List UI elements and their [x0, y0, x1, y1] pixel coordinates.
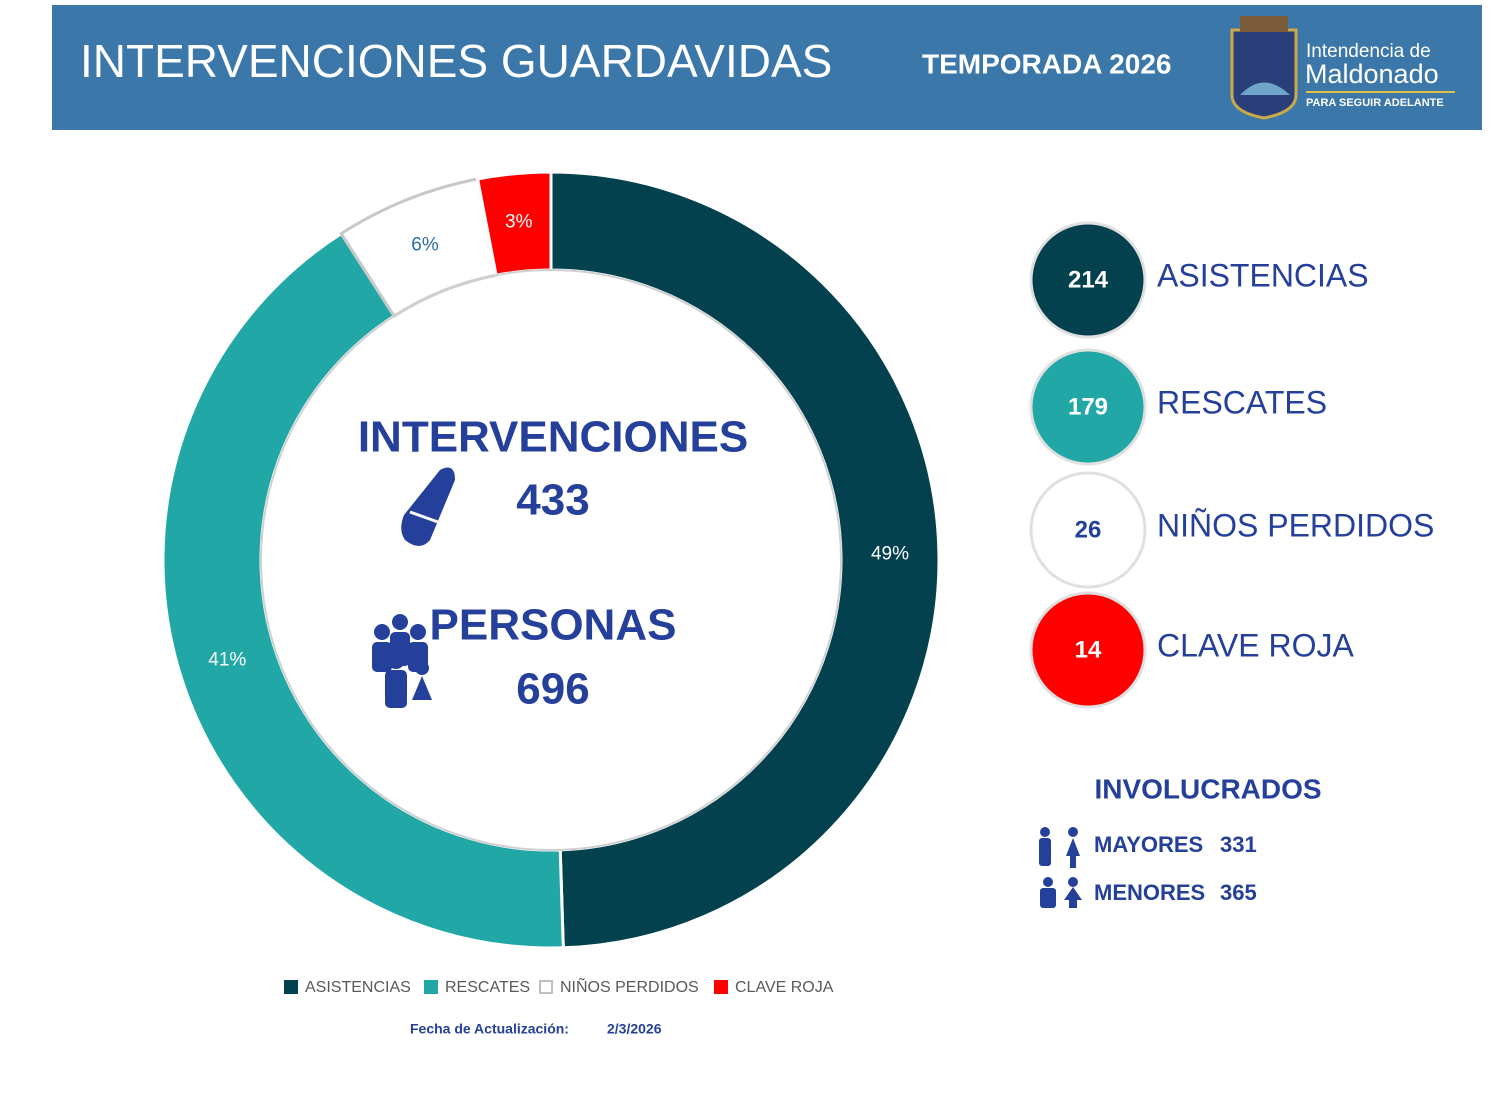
summary-label: CLAVE ROJA: [1157, 627, 1354, 663]
summary-circle: [1029, 221, 1147, 339]
summary-circle: [1029, 471, 1147, 589]
people-label: PERSONAS: [430, 601, 677, 650]
interventions-label: INTERVENCIONES: [358, 413, 748, 462]
logo-line2: Maldonado: [1305, 59, 1439, 89]
involved-label: MAYORES: [1094, 832, 1203, 857]
data-label: 49%: [871, 544, 909, 565]
legend: ASISTENCIAS RESCATES NIÑOS PERDIDOS CLAVE R…: [284, 976, 834, 996]
data-label: 6%: [411, 234, 439, 255]
logo-line1: Intendencia de: [1306, 41, 1431, 62]
buoy-stripe: [409, 510, 439, 524]
legend-swatch: [424, 980, 438, 994]
summary: 214 ASISTENCIAS 179 RESCATES 26 NIÑOS PERDIDO…: [1029, 221, 1434, 709]
legend-label: NIÑOS PERDIDOS: [560, 976, 699, 996]
buoy-icon: [401, 467, 455, 546]
logo-castle: [1240, 16, 1288, 32]
people-value: 696: [516, 665, 589, 714]
crowd-icon: [372, 614, 432, 708]
season: TEMPORADA 2026: [922, 48, 1171, 79]
buoy-shape: [401, 467, 455, 546]
legend-label: ASISTENCIAS: [305, 979, 411, 996]
summary-count: 214: [1068, 266, 1109, 293]
involved-value: 365: [1220, 880, 1257, 905]
footer-label: Fecha de Actualización:: [410, 1021, 569, 1037]
page-title: INTERVENCIONES GUARDAVIDAS: [80, 35, 832, 87]
logo: Intendencia de Maldonado PARA SEGUIR ADE…: [1230, 16, 1455, 120]
inner-ring: [260, 269, 842, 851]
legend-swatch: [714, 980, 728, 994]
involved-label: MENORES: [1094, 880, 1205, 905]
summary-label: NIÑOS PERDIDOS: [1157, 507, 1434, 543]
legend-swatch: [539, 980, 553, 994]
legend-label: RESCATES: [445, 979, 530, 996]
summary-count: 26: [1075, 516, 1102, 543]
involved-list: MAYORES 331 MENORES 365: [1094, 832, 1257, 905]
summary-label: ASISTENCIAS: [1157, 257, 1369, 293]
summary-circle: [1029, 348, 1147, 466]
legend-swatch: [284, 980, 298, 994]
summary-count: 14: [1075, 636, 1102, 663]
legend-label: CLAVE ROJA: [735, 979, 834, 996]
summary-count: 179: [1068, 393, 1108, 420]
logo-wave: [1240, 82, 1290, 95]
summary-circle: [1029, 591, 1147, 709]
interventions-value: 433: [516, 476, 589, 525]
involved-title: INVOLUCRADOS: [1094, 773, 1321, 804]
logo-tagline: PARA SEGUIR ADELANTE: [1306, 97, 1444, 109]
involved-value: 331: [1220, 832, 1257, 857]
donut-segment: [161, 231, 565, 950]
adult-icons: [1039, 827, 1080, 868]
data-label: 3%: [505, 212, 533, 233]
footer-date: 2/3/2026: [607, 1021, 662, 1037]
child-icons: [1040, 877, 1082, 908]
data-label: 41%: [208, 650, 246, 671]
summary-label: RESCATES: [1157, 384, 1327, 420]
logo-shield: [1230, 28, 1298, 120]
donut-chart: 49% 41% 6% 3%: [161, 170, 941, 950]
